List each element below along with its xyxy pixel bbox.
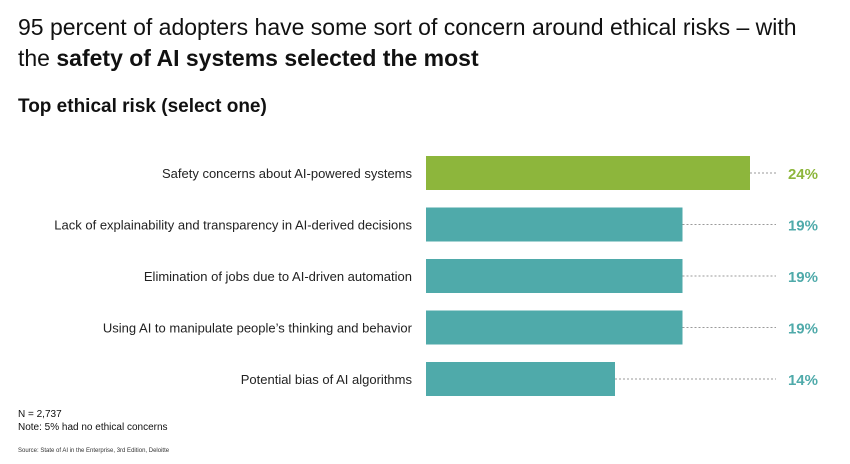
sample-size: N = 2,737 xyxy=(18,409,62,420)
source-text: Source: State of AI in the Enterprise, 3… xyxy=(18,448,170,454)
category-label: Lack of explainability and transparency … xyxy=(54,218,412,233)
bar xyxy=(426,207,683,242)
notes: N = 2,737 Note: 5% had no ethical concer… xyxy=(18,408,168,434)
category-label: Using AI to manipulate people’s thinking… xyxy=(103,321,413,336)
headline-text: 95 percent of adopters have some sort of… xyxy=(18,14,797,71)
category-label: Elimination of jobs due to AI-driven aut… xyxy=(144,269,412,284)
bar xyxy=(426,259,683,293)
headline: 95 percent of adopters have some sort of… xyxy=(18,12,818,74)
bar xyxy=(426,156,750,190)
note-text: Note: 5% had no ethical concerns xyxy=(18,422,168,433)
bar xyxy=(426,310,683,345)
value-label: 14% xyxy=(788,372,818,389)
value-label: 24% xyxy=(788,166,818,183)
bar xyxy=(426,362,615,396)
value-label: 19% xyxy=(788,218,818,235)
chart-subtitle: Top ethical risk (select one) xyxy=(18,96,267,117)
category-label: Safety concerns about AI-powered systems xyxy=(162,166,413,181)
value-label: 19% xyxy=(788,321,818,338)
headline-bold-text: safety of AI systems selected the most xyxy=(56,45,479,71)
category-label: Potential bias of AI algorithms xyxy=(241,372,413,387)
value-label: 19% xyxy=(788,269,818,286)
